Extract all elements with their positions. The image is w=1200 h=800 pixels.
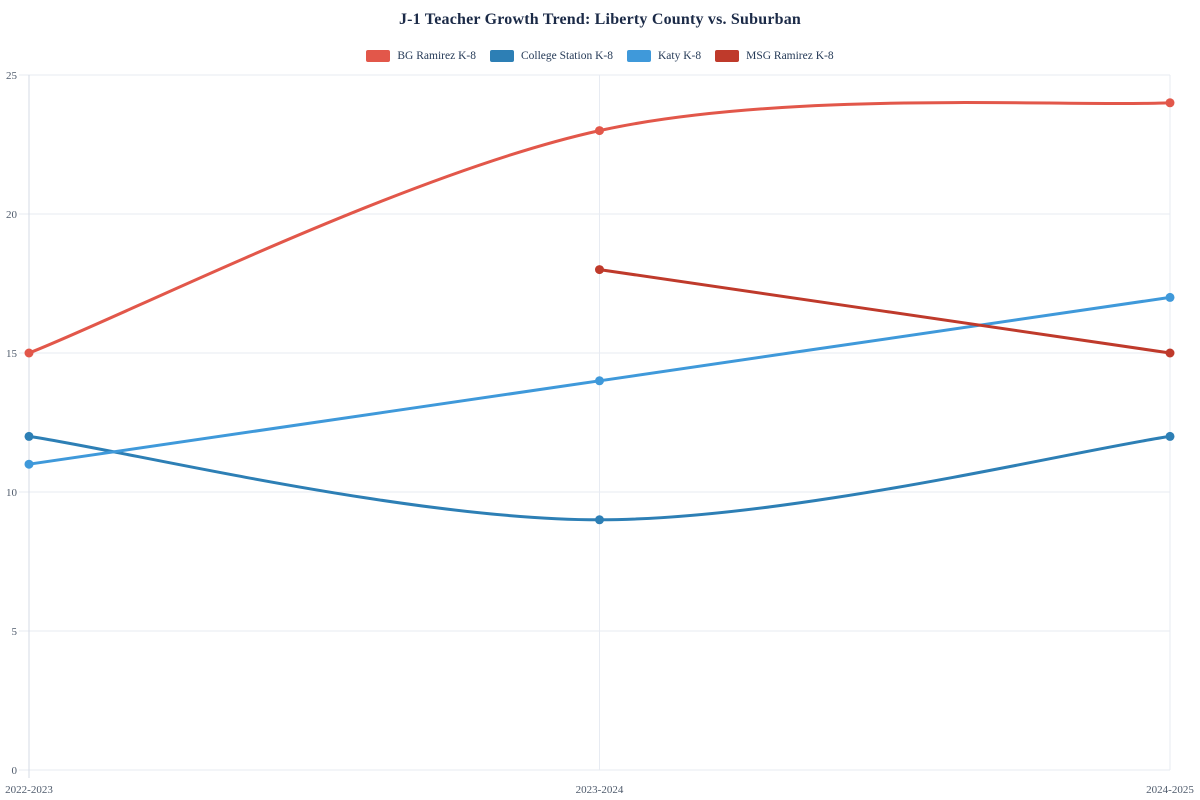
legend-item-bg-ramirez-k-8[interactable]: BG Ramirez K-8 <box>366 50 476 62</box>
x-axis-tick-label: 2024-2025 <box>1146 784 1194 796</box>
data-point-bg-ramirez-k-8[interactable] <box>24 348 34 358</box>
series-line-msg-ramirez-k-8 <box>598 268 1172 355</box>
y-axis-tick-label: 10 <box>6 487 18 499</box>
data-point-college-station-k-8[interactable] <box>1165 431 1175 441</box>
data-point-bg-ramirez-k-8[interactable] <box>1165 98 1175 108</box>
y-axis-tick-label: 20 <box>6 209 18 221</box>
data-point-college-station-k-8[interactable] <box>24 431 34 441</box>
legend-item-katy-k-8[interactable]: Katy K-8 <box>626 50 702 62</box>
legend-label: Katy K-8 <box>657 50 702 62</box>
legend-swatch <box>626 50 651 62</box>
data-point-college-station-k-8[interactable] <box>595 515 604 525</box>
x-axis-tick-label: 2023-2024 <box>576 784 624 796</box>
chart-legend: BG Ramirez K-8 College Station K-8 Katy K-… <box>0 50 1200 62</box>
data-point-bg-ramirez-k-8[interactable] <box>595 126 604 136</box>
x-axis-tick-label: 2022-2023 <box>5 784 53 796</box>
legend-label: BG Ramirez K-8 <box>397 50 476 62</box>
legend-swatch <box>489 50 514 62</box>
chart-title: J-1 Teacher Growth Trend: Liberty County… <box>398 11 802 28</box>
legend-label: College Station K-8 <box>520 50 613 62</box>
data-point-katy-k-8[interactable] <box>24 459 34 469</box>
legend-swatch <box>366 50 391 62</box>
y-axis-tick-label: 25 <box>6 70 18 82</box>
data-point-katy-k-8[interactable] <box>1165 292 1175 302</box>
y-axis-tick-label: 0 <box>12 765 18 777</box>
legend-item-college-station-k-8[interactable]: College Station K-8 <box>489 50 613 62</box>
data-point-msg-ramirez-k-8[interactable] <box>595 265 604 275</box>
legend-label: MSG Ramirez K-8 <box>746 50 834 62</box>
y-axis-tick-label: 15 <box>6 348 18 360</box>
legend-item-msg-ramirez-k-8[interactable]: MSG Ramirez K-8 <box>715 50 834 62</box>
y-axis-tick-label: 5 <box>12 626 18 638</box>
data-point-katy-k-8[interactable] <box>595 376 604 386</box>
data-point-msg-ramirez-k-8[interactable] <box>1165 348 1175 358</box>
legend-swatch <box>715 50 740 62</box>
